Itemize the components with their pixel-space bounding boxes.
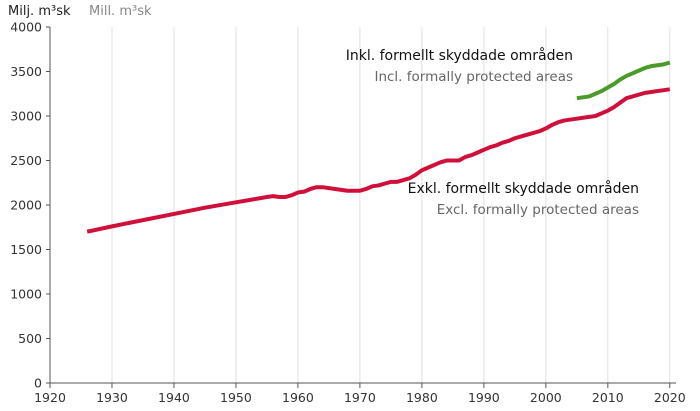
y-axis-unit-label-secondary: Mill. m³sk: [89, 4, 152, 19]
y-tick-label-3500: 3500: [10, 64, 42, 79]
series-label-inkl: Inkl. formellt skyddade områden: [346, 47, 573, 64]
y-tick-label-1000: 1000: [10, 287, 42, 302]
x-tick-label-2010: 2010: [592, 390, 624, 405]
series-label-exkl-secondary: Excl. formally protected areas: [437, 202, 639, 218]
series-line-exkl: [86, 87, 671, 234]
series-line-inkl: [576, 60, 671, 101]
x-tick-label-2020: 2020: [654, 390, 686, 405]
y-tick-label-4000: 4000: [10, 20, 42, 35]
y-tick-label-1500: 1500: [10, 242, 42, 257]
x-tick-label-1930: 1930: [96, 390, 128, 405]
y-tick-label-2000: 2000: [10, 198, 42, 213]
y-axis-unit-label: Milj. m³sk: [8, 4, 71, 19]
x-tick-label-1940: 1940: [158, 390, 190, 405]
x-tick-label-1990: 1990: [468, 390, 500, 405]
y-tick-label-0: 0: [34, 376, 42, 391]
series-label-exkl: Exkl. formellt skyddade områden: [408, 180, 639, 197]
x-tick-label-1970: 1970: [344, 390, 376, 405]
gridlines: [111, 27, 671, 383]
y-tick-label-2500: 2500: [10, 153, 42, 168]
x-tick-label-1950: 1950: [220, 390, 252, 405]
series-label-inkl-secondary: Incl. formally protected areas: [374, 69, 573, 85]
series-lines: [86, 60, 671, 234]
x-tick-label-1920: 1920: [34, 390, 66, 405]
x-tick-label-1960: 1960: [282, 390, 314, 405]
y-tick-label-500: 500: [18, 331, 42, 346]
axes: 1920 1930 1940 1950 1960 1970 1980 1990 2000 2010…: [10, 20, 686, 406]
x-tick-label-2000: 2000: [530, 390, 562, 405]
y-tick-label-3000: 3000: [10, 109, 42, 124]
x-tick-label-1980: 1980: [406, 390, 438, 405]
